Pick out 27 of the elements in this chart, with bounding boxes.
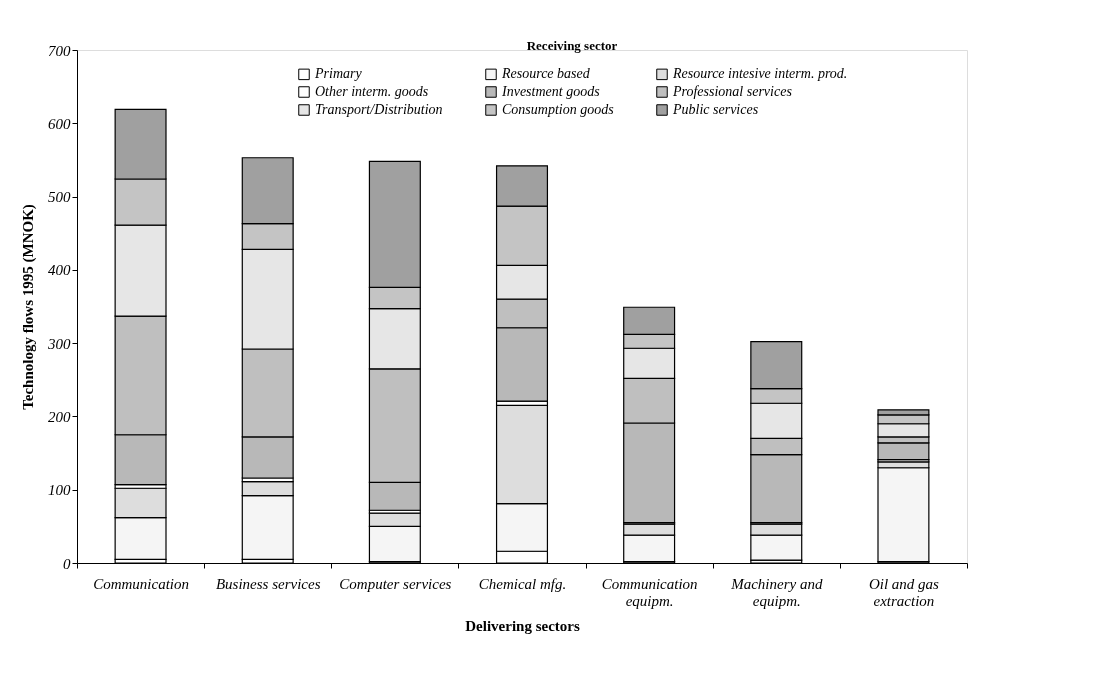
y-tick-label: 200 [48, 408, 71, 425]
y-tick-label: 300 [47, 335, 71, 352]
y-tick-label: 400 [48, 262, 71, 279]
x-tick-label: Oil and gas extraction [868, 575, 940, 609]
y-axis-title: Technology flows 1995 (MNOK) [20, 204, 37, 410]
y-tick-label: 0 [63, 555, 71, 572]
x-tick-label: Chemical mfg. [478, 575, 567, 592]
x-tick-label: Communication [93, 575, 189, 592]
x-tick-label: Communication equipm. [601, 575, 698, 609]
y-tick-label: 700 [48, 42, 71, 59]
y-tick-label: 600 [48, 115, 71, 132]
legend-label: Resource intesive interm. prod. [672, 66, 848, 82]
y-tick-label: 500 [48, 189, 71, 206]
legend-label: Primary [314, 66, 363, 82]
legend-title: Receiving sector [526, 38, 618, 53]
legend-label: Transport/Distribution [315, 102, 443, 117]
legend-label: Investment goods [501, 84, 601, 99]
legend-label: Professional services [672, 84, 793, 99]
legend-label: Other interm. goods [315, 84, 429, 99]
legend-label: Resource based [501, 66, 591, 82]
y-tick-label: 100 [48, 482, 71, 499]
legend-label: Public services [672, 102, 759, 117]
x-tick-label: Computer services [339, 575, 452, 592]
x-axis-title: Delivering sectors [465, 617, 580, 634]
x-tick-label: Machinery and equipm. [730, 575, 823, 609]
x-tick-label: Business services [215, 575, 321, 592]
legend-label: Consumption goods [502, 102, 615, 117]
